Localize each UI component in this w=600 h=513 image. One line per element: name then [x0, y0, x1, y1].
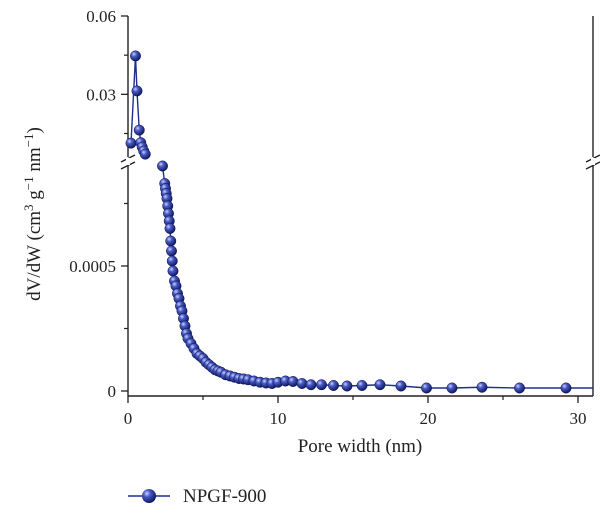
data-point: [296, 378, 308, 389]
data-point: [356, 380, 368, 391]
data-point: [130, 50, 141, 62]
data-point: [514, 382, 525, 394]
legend-label: NPGF-900: [183, 486, 266, 507]
y-tick-label: 0: [108, 382, 117, 401]
y-axis-title: dV/dW (cm3 g−1 nm−1): [21, 127, 45, 301]
data-point: [131, 85, 143, 97]
data-point: [305, 379, 317, 391]
y-axis-title-sup3: −1: [21, 133, 36, 147]
data-point: [164, 223, 176, 234]
data-point: [165, 235, 177, 247]
y-axis-title-suffix: ): [24, 127, 45, 133]
axis-break-left-gap: [126, 158, 130, 165]
x-axis-title: Pore width (nm): [298, 436, 423, 457]
x-tick-label: 20: [420, 409, 437, 428]
x-tick-label: 10: [270, 409, 287, 428]
x-tick-label: 0: [124, 409, 133, 428]
y-tick-label: 0.03: [86, 85, 116, 104]
y-tick-label: 0.0005: [69, 257, 116, 276]
data-point: [287, 376, 299, 387]
data-point: [125, 137, 137, 149]
y-axis-title-sup1: 3: [21, 204, 36, 211]
data-point: [133, 124, 145, 136]
axis-break-right-gap: [591, 158, 595, 165]
data-point: [139, 148, 151, 160]
data-point: [374, 379, 386, 391]
x-tick-label: 30: [570, 409, 587, 428]
y-tick-label: 0.06: [86, 7, 116, 26]
data-point: [421, 382, 432, 394]
series-line-lower: [161, 165, 593, 389]
data-point: [166, 245, 177, 257]
y-axis-title-mid: g: [24, 190, 45, 205]
y-axis-title-mid2: nm: [24, 147, 45, 176]
y-axis-title-prefix: dV/dW (cm: [24, 211, 45, 301]
series-layer: [125, 50, 593, 394]
data-point: [446, 382, 458, 394]
data-point: [476, 381, 488, 393]
data-point: [395, 380, 407, 392]
legend: NPGF-900: [128, 486, 266, 507]
data-point: [166, 255, 178, 267]
data-point: [560, 382, 572, 394]
data-point: [341, 380, 353, 392]
legend-marker: [142, 489, 156, 503]
y-axis-title-sup2: −1: [21, 176, 36, 190]
ticks: 0 10 20 30 0.06 0.03 0.0005 0: [69, 7, 586, 428]
data-point: [328, 380, 339, 391]
data-point: [167, 265, 179, 277]
data-point: [316, 379, 327, 391]
data-point: [157, 160, 168, 172]
